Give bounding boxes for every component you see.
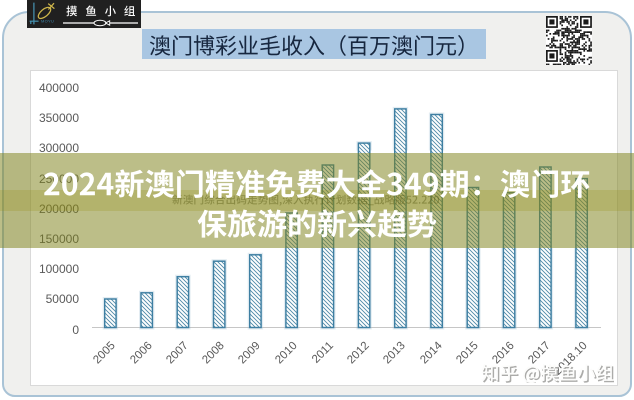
svg-text:MOYU: MOYU bbox=[41, 19, 54, 24]
